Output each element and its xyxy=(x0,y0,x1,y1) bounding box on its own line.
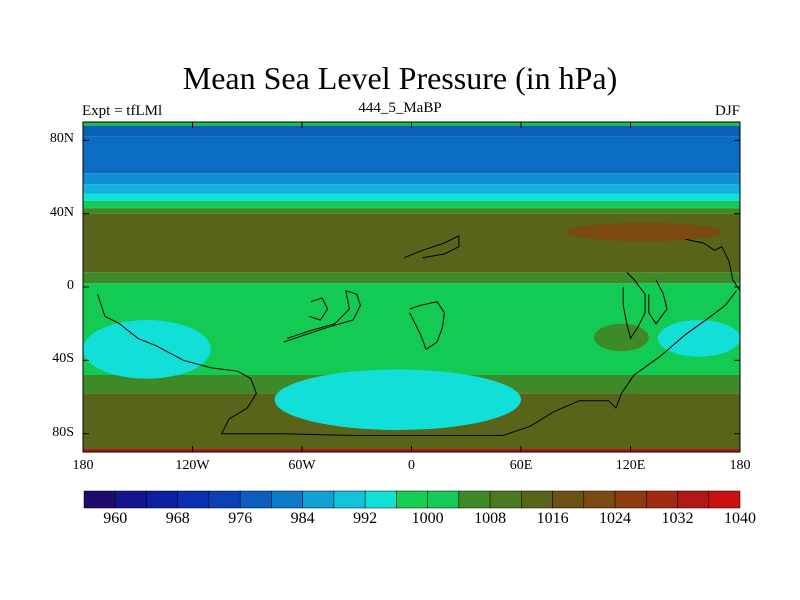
colorbar-swatch xyxy=(646,490,678,509)
colorbar-label: 984 xyxy=(290,510,315,527)
pressure-band xyxy=(83,184,740,194)
pressure-region-low-cyan xyxy=(274,369,521,430)
pressure-band xyxy=(83,173,740,185)
coastline xyxy=(685,238,741,291)
coastline xyxy=(309,297,329,321)
y-tick-label: 40S xyxy=(52,351,74,367)
chart-title: Mean Sea Level Pressure (in hPa) xyxy=(182,60,618,96)
colorbar-label: 960 xyxy=(103,510,128,527)
colorbar-swatch xyxy=(458,490,491,509)
y-tick-label: 40N xyxy=(49,204,74,220)
pressure-band xyxy=(83,208,740,214)
colorbar-swatch xyxy=(333,490,366,509)
colorbar-label: 1016 xyxy=(536,510,569,527)
coastline xyxy=(283,289,361,343)
colorbar-swatch xyxy=(177,490,210,509)
pressure-region-low-cyan xyxy=(83,320,211,379)
x-tick-label: 60W xyxy=(288,458,316,473)
x-tick-label: 0 xyxy=(408,458,415,473)
colorbar-swatch xyxy=(146,490,178,509)
pressure-band xyxy=(83,136,740,174)
coastline xyxy=(648,279,668,325)
season-label: DJF xyxy=(714,103,740,119)
coastline xyxy=(404,234,460,259)
colorbar-swatch xyxy=(552,490,585,509)
colorbar-swatch xyxy=(708,490,741,509)
experiment-label: Expt = tfLMl xyxy=(82,103,163,119)
pressure-region-low-cyan xyxy=(657,320,740,357)
pressure-band xyxy=(83,200,740,209)
pressure-band xyxy=(83,125,740,137)
pressure-region-high xyxy=(566,222,722,242)
colorbar-swatch xyxy=(396,490,428,509)
x-tick-label: 60E xyxy=(509,458,533,473)
colorbar-swatch xyxy=(489,490,522,509)
x-tick-label: 120E xyxy=(615,458,646,473)
colorbar-swatch xyxy=(271,490,303,509)
colorbar-swatch xyxy=(364,490,397,509)
y-tick-label: 0 xyxy=(67,278,74,293)
pressure-region-polar-high xyxy=(521,393,740,443)
colorbar-label: 976 xyxy=(228,510,253,527)
colorbar-label: 1040 xyxy=(724,510,756,527)
x-tick-label: 180 xyxy=(729,458,751,473)
colorbar-swatch xyxy=(583,490,616,509)
x-tick-label: 120W xyxy=(175,458,210,473)
colorbar-label: 1008 xyxy=(474,510,507,527)
colorbar-label: 1024 xyxy=(599,510,632,527)
pressure-band xyxy=(83,272,740,284)
colorbar-label: 1000 xyxy=(411,510,444,527)
colorbar-swatch xyxy=(208,490,241,509)
coastline xyxy=(622,271,646,340)
colorbar-swatch xyxy=(614,490,647,509)
pressure-band xyxy=(83,193,740,201)
pressure-band xyxy=(83,283,740,320)
colorbar-swatch xyxy=(114,490,147,509)
colorbar-swatch xyxy=(83,490,116,509)
colorbar-swatch xyxy=(239,490,272,509)
colorbar-swatch xyxy=(302,490,335,509)
coastline xyxy=(409,301,445,351)
y-tick-label: 80N xyxy=(49,131,74,147)
colorbar-swatch xyxy=(427,490,460,509)
period-label: 444_5_MaBP xyxy=(358,100,442,116)
y-tick-label: 80S xyxy=(52,424,74,440)
colorbar-label: 1032 xyxy=(661,510,694,527)
colorbar-label: 968 xyxy=(165,510,190,527)
coastline xyxy=(97,290,737,436)
x-tick-label: 180 xyxy=(72,458,94,473)
colorbar-swatch xyxy=(521,490,553,509)
colorbar-label: 992 xyxy=(353,510,378,527)
colorbar-swatch xyxy=(677,490,710,509)
